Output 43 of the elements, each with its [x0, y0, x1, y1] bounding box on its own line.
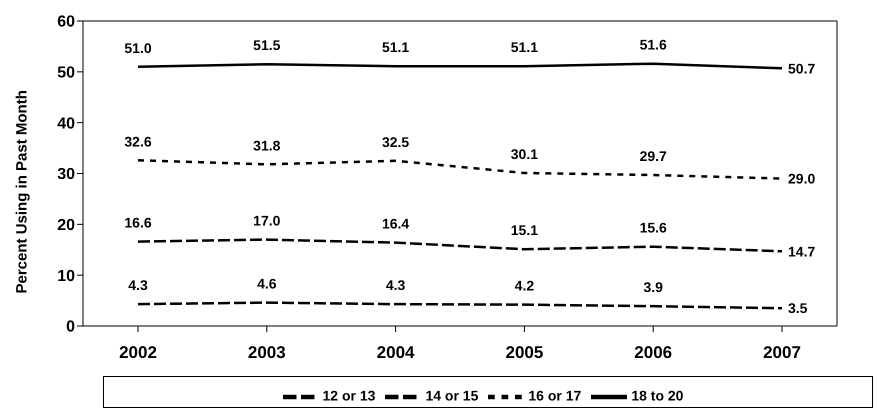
data-label: 51.1 — [510, 39, 538, 56]
data-label: 3.5 — [788, 300, 808, 316]
data-label: 32.6 — [124, 133, 152, 150]
data-label: 31.8 — [253, 137, 281, 154]
x-tick-label: 2003 — [248, 343, 286, 362]
data-label: 29.7 — [640, 148, 668, 164]
x-tick-label: 2005 — [505, 343, 544, 362]
x-tick-label: 2007 — [763, 343, 801, 362]
data-label: 32.5 — [382, 134, 410, 150]
y-axis-title: Percent Using in Past Month — [13, 90, 30, 294]
y-tick-label: 20 — [57, 217, 76, 234]
data-label: 14.7 — [788, 243, 816, 260]
legend-label: 16 or 17 — [528, 388, 582, 404]
data-label: 3.9 — [643, 279, 664, 296]
x-tick-label: 2004 — [376, 343, 416, 362]
data-label: 51.6 — [640, 36, 668, 53]
data-label: 51.5 — [253, 37, 281, 54]
data-label: 50.7 — [788, 60, 816, 76]
line-series — [136, 238, 784, 253]
data-label: 4.6 — [257, 276, 277, 292]
data-label: 30.1 — [510, 146, 538, 162]
y-tick-label: 0 — [66, 318, 76, 336]
data-label: 4.3 — [386, 277, 406, 294]
data-label: 29.0 — [788, 170, 816, 187]
y-tick-label: 60 — [57, 14, 76, 31]
legend-label: 18 to 20 — [631, 388, 684, 404]
data-label: 16.4 — [382, 216, 410, 232]
legend-label: 14 or 15 — [425, 388, 478, 404]
data-label: 15.1 — [510, 222, 538, 238]
legend-label: 12 or 13 — [322, 388, 376, 404]
data-label: 17.0 — [253, 212, 281, 229]
data-label: 15.6 — [640, 220, 668, 236]
y-tick-label: 50 — [57, 64, 76, 82]
y-tick-label: 10 — [57, 268, 76, 285]
x-tick-label: 2002 — [119, 343, 157, 362]
y-tick-label: 40 — [57, 115, 76, 132]
data-label: 4.3 — [128, 277, 148, 294]
x-tick-label: 2006 — [634, 343, 672, 362]
data-label: 51.1 — [382, 39, 410, 56]
data-label: 16.6 — [124, 214, 152, 231]
data-label: 4.2 — [514, 278, 534, 294]
data-label: 51.0 — [124, 40, 152, 56]
y-tick-label: 30 — [57, 166, 76, 184]
